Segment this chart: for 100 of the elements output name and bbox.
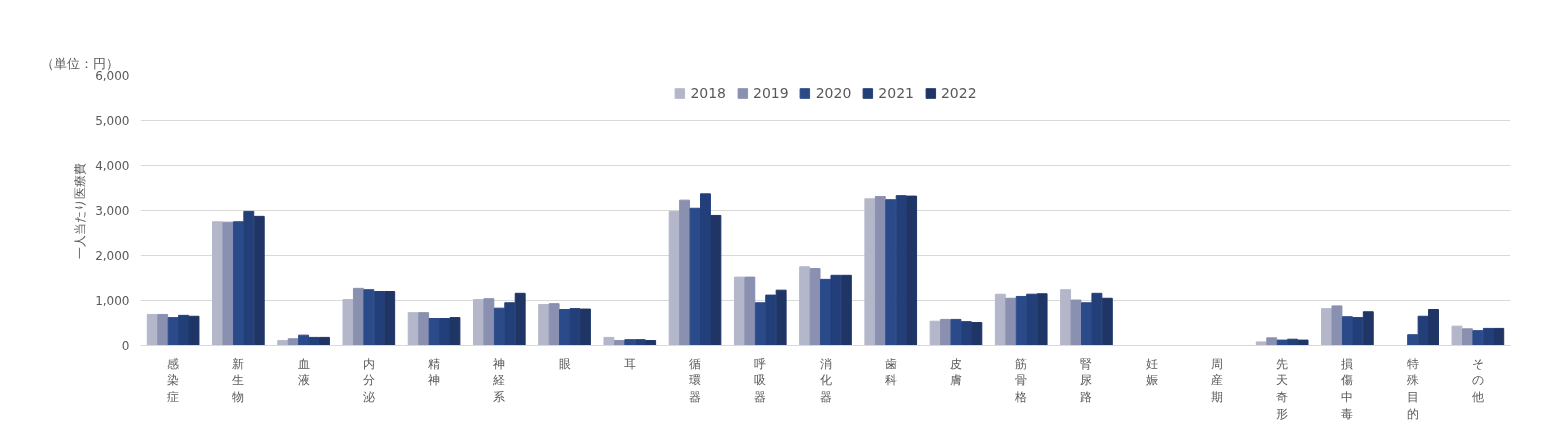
bar [765, 294, 777, 346]
bar [700, 193, 711, 346]
bar [1255, 341, 1267, 346]
bar [308, 336, 320, 346]
bar [710, 214, 722, 346]
bar [1026, 293, 1038, 346]
y-tick-label: 4,000 [95, 159, 130, 173]
bar [1266, 337, 1278, 346]
bar [1070, 299, 1082, 346]
bar [603, 336, 615, 346]
bar [809, 268, 821, 346]
x-tick-label: 歯科 [884, 356, 897, 388]
x-tick-label: 先天奇形 [1276, 356, 1289, 421]
y-tick-label: 2,000 [95, 249, 130, 263]
bar [1493, 327, 1505, 346]
bar [483, 298, 495, 346]
bar [1407, 334, 1419, 346]
bar [1297, 339, 1309, 346]
bar [157, 313, 169, 346]
bar [1331, 305, 1343, 346]
bar [994, 293, 1006, 346]
bar [634, 339, 646, 346]
y-tick-label: 3,000 [95, 204, 130, 218]
bar [493, 307, 505, 346]
bar [754, 302, 766, 346]
y-tick-label: 6,000 [95, 69, 130, 83]
bar [407, 312, 419, 346]
x-tick-label: 筋骨格 [1014, 356, 1028, 405]
bar [319, 336, 330, 346]
bar [1461, 328, 1473, 346]
x-tick-label: 感染症 [167, 356, 180, 405]
bar [679, 199, 691, 346]
bar [472, 299, 484, 346]
bar [384, 291, 396, 346]
text: （単位：円） [40, 55, 119, 71]
bar [1276, 339, 1288, 346]
bar [253, 215, 265, 346]
bar [799, 266, 811, 346]
bar [548, 303, 560, 346]
x-tick-label: 精神 [428, 356, 441, 388]
bar [1015, 295, 1027, 346]
x-tick-label: 特殊目的 [1406, 356, 1419, 421]
bar [188, 315, 200, 346]
bar [1060, 289, 1072, 346]
x-tick-label: 周産期 [1210, 356, 1223, 405]
x-tick-label: 皮膚 [949, 356, 962, 388]
legend-label: 2020 [815, 85, 852, 101]
bar [668, 210, 680, 346]
x-tick-label: 内分泌 [362, 356, 375, 405]
bar [449, 317, 461, 346]
bar [212, 221, 223, 346]
bar [277, 340, 289, 346]
bar [624, 339, 636, 346]
bar [775, 289, 787, 346]
bar [579, 308, 591, 346]
bar [232, 221, 244, 346]
x-tick-label: 腎尿路 [1080, 356, 1093, 405]
bar [1428, 309, 1439, 346]
bar [885, 199, 897, 346]
bar [1417, 315, 1429, 346]
x-tick-label: 呼吸器 [754, 356, 767, 405]
bar [929, 320, 941, 346]
bar [940, 318, 951, 346]
bar [1080, 302, 1092, 346]
bar [895, 195, 907, 346]
bar [439, 318, 450, 346]
bar [950, 318, 962, 346]
bar [1352, 317, 1364, 346]
bar [352, 287, 364, 346]
bar [874, 196, 886, 346]
y-tick-label: 0 [121, 339, 130, 353]
x-tick-label: 消化器 [819, 356, 832, 405]
bar [1362, 311, 1374, 346]
bar [864, 198, 876, 346]
bar [538, 304, 550, 346]
bar [428, 318, 440, 346]
y-tick-label: 5,000 [95, 114, 130, 128]
bar [569, 308, 581, 346]
bar [689, 207, 701, 346]
x-tick-label: その他 [1471, 356, 1484, 405]
legend-label: 2021 [878, 85, 914, 101]
x-tick-label: 血液 [297, 356, 310, 388]
bar [744, 276, 756, 346]
bar [418, 312, 430, 346]
bar [167, 317, 179, 346]
bar [342, 299, 354, 346]
x-tick-label: 眼 [558, 356, 571, 371]
bar [1341, 316, 1353, 346]
bar [1101, 297, 1113, 346]
bar [178, 314, 190, 346]
bar [971, 322, 983, 346]
legend-label: 2019 [753, 85, 789, 101]
x-tick-label: 損傷中毒 [1340, 356, 1354, 421]
bar [222, 221, 234, 346]
bar [1091, 292, 1103, 346]
bar [1472, 330, 1484, 346]
bar [733, 276, 745, 346]
y-axis-title: 一人当たり医療費 [73, 162, 88, 259]
legend-label: 2022 [940, 85, 977, 101]
x-tick-label: 循環器 [689, 356, 702, 405]
